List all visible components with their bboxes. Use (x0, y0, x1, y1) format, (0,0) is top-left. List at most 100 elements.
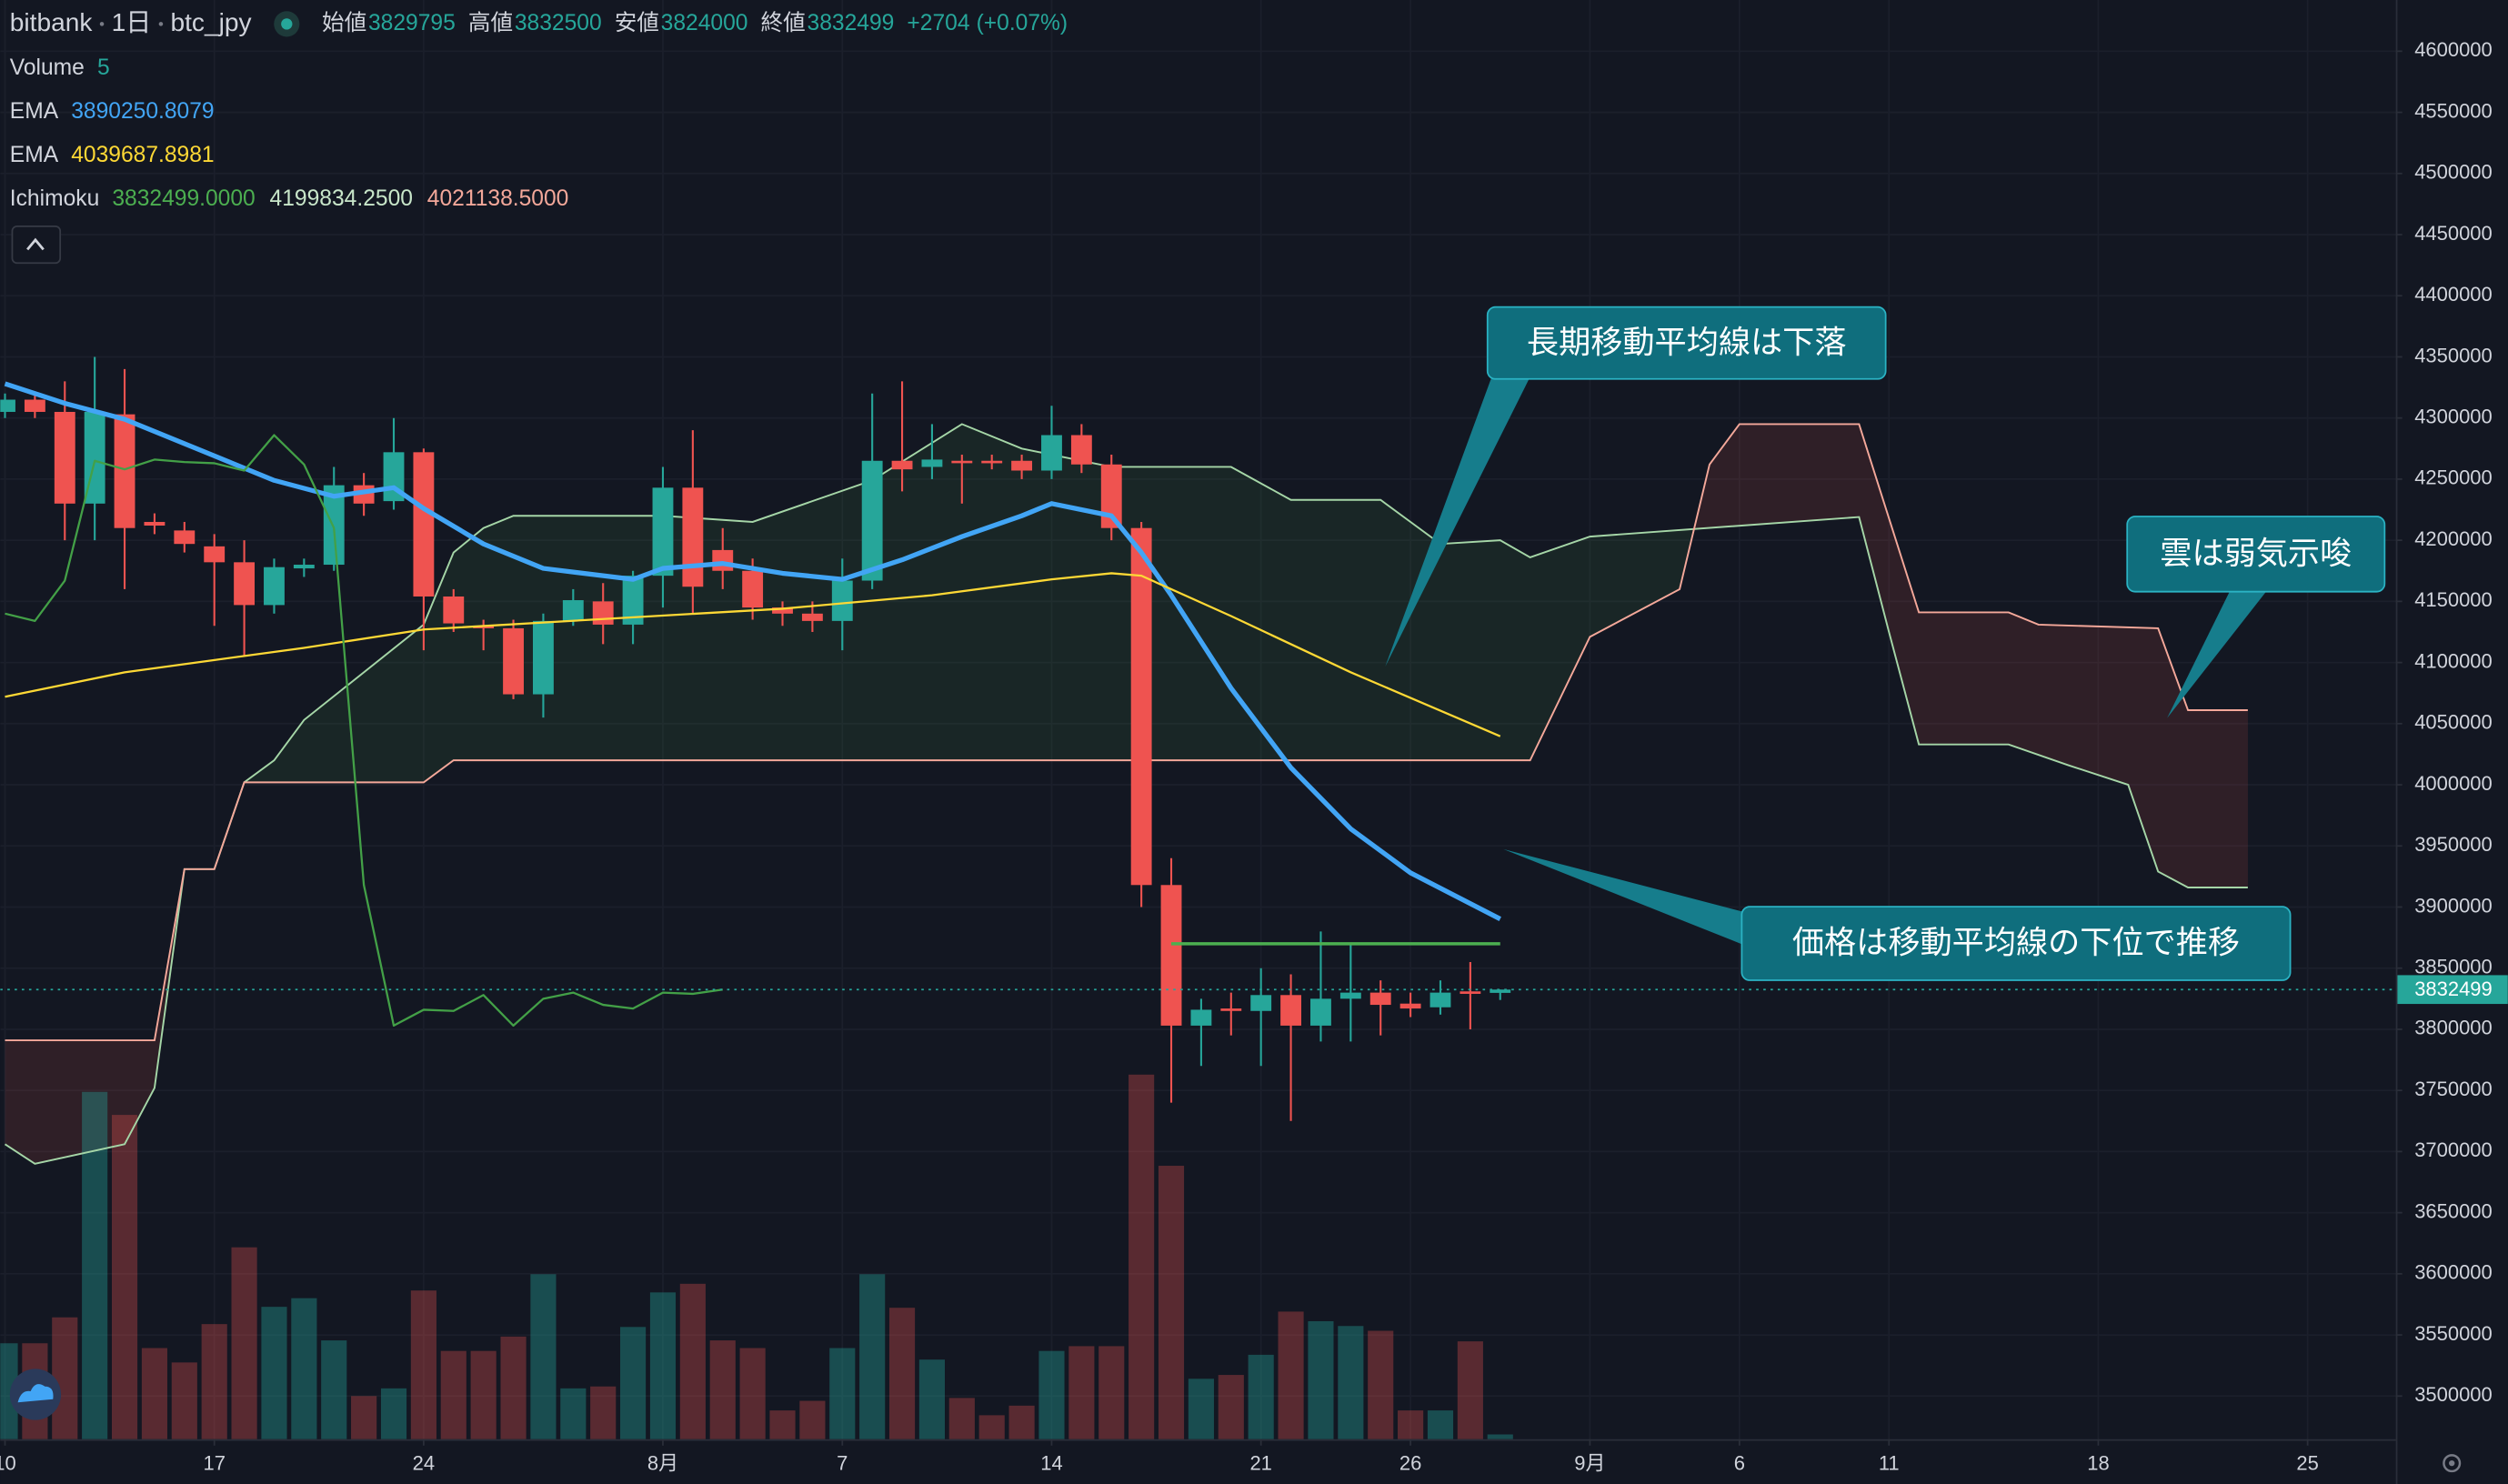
logo-glyph[interactable] (17, 1384, 54, 1403)
volume-bar (590, 1386, 617, 1439)
volume-bar (321, 1340, 347, 1439)
y-tick-label: 3550000 (2414, 1322, 2493, 1345)
y-tick-label: 4500000 (2414, 161, 2493, 184)
volume-bar (171, 1362, 197, 1439)
volume-bar (679, 1283, 706, 1439)
callout-pointer (2167, 585, 2272, 718)
symbol: bitbank (10, 8, 94, 36)
x-tick-label: 11 (1879, 1452, 1900, 1475)
candle-body (1280, 995, 1301, 1026)
y-tick-label: 4250000 (2414, 466, 2493, 489)
indicator-value: 5 (97, 55, 110, 80)
volume-bar (1129, 1074, 1155, 1439)
gear-icon[interactable] (2443, 1454, 2462, 1473)
candle-body (54, 411, 75, 504)
y-tick-label: 3600000 (2414, 1261, 2493, 1284)
volume-bar (918, 1359, 946, 1439)
ohlc-name: 終値 (761, 10, 806, 35)
candle-body (1011, 460, 1033, 471)
candle-body (981, 460, 1003, 464)
y-tick-label: 4050000 (2414, 711, 2493, 734)
cloud-bullish (187, 424, 1695, 869)
volume-bar (1487, 1434, 1513, 1439)
volume-bar (1099, 1346, 1125, 1439)
y-tick-label: 4100000 (2414, 649, 2493, 672)
y-tick-label: 3650000 (2414, 1199, 2493, 1222)
collapse-button-box[interactable] (11, 225, 62, 265)
callout-pointer (1503, 848, 1749, 948)
x-tick-label: 26 (1399, 1452, 1421, 1475)
ohlc-name: 安値 (615, 10, 659, 35)
indicator-name: EMA (10, 143, 59, 167)
volume-bar (1398, 1410, 1424, 1439)
candle-body (0, 399, 15, 412)
candle-body (921, 459, 943, 467)
candle-body (1339, 992, 1361, 999)
candle-body (264, 567, 285, 606)
indicator-name: EMA (10, 99, 59, 124)
market-status-dot (281, 18, 293, 30)
change: +2704 (907, 11, 969, 35)
indicator-name: Ichimoku (10, 186, 99, 211)
y-tick-label: 3850000 (2414, 956, 2493, 978)
candle-body (1460, 991, 1481, 994)
candle-body (592, 601, 614, 625)
pair: btc_jpy (170, 8, 251, 36)
ohlc-name: 始値 (322, 10, 366, 35)
callout-box (1486, 306, 1887, 380)
x-tick-label: 8月 (647, 1452, 678, 1475)
indicator-line (5, 434, 723, 1028)
x-tick-label: 17 (203, 1452, 225, 1475)
y-tick-label: 3500000 (2414, 1383, 2493, 1406)
collapse-icon[interactable] (26, 237, 45, 251)
y-tick-label: 4300000 (2414, 406, 2493, 428)
candle-body (1160, 885, 1182, 1026)
collapse-button[interactable] (11, 225, 62, 265)
volume-bar (1338, 1326, 1364, 1439)
y-tick-label: 3750000 (2414, 1078, 2493, 1100)
gear-center[interactable] (2449, 1459, 2455, 1467)
volume-bar (649, 1292, 677, 1439)
ohlc-value: 3832499 (808, 11, 895, 35)
volume-bar (440, 1350, 466, 1439)
volume-bar (410, 1290, 436, 1439)
indicator-line (4, 381, 1501, 921)
y-tick-label: 4150000 (2414, 588, 2493, 611)
settings-button[interactable] (2443, 1454, 2462, 1473)
volume-bar (111, 1115, 138, 1439)
interval: 1日 (112, 8, 152, 36)
volume-bar (888, 1308, 916, 1439)
candle-body (1041, 435, 1062, 471)
candle-body (831, 580, 853, 621)
candle-body (1100, 464, 1122, 528)
volume-bar (141, 1348, 167, 1439)
volume-bar (709, 1340, 736, 1439)
candle-body (1250, 995, 1272, 1011)
volume-bar (500, 1336, 527, 1439)
volume-bar (1278, 1311, 1304, 1439)
callout-text: 雲は弱気示唆 (2160, 536, 2352, 571)
y-tick-label: 4450000 (2414, 222, 2493, 245)
volume-bar (769, 1410, 796, 1439)
x-tick-label: 9月 (1574, 1452, 1605, 1475)
volume-bar (201, 1324, 227, 1439)
logo[interactable] (9, 1369, 62, 1420)
candle-body (1490, 989, 1511, 993)
candle-body (144, 521, 166, 526)
candle-body (473, 626, 495, 628)
candle-body (1310, 998, 1331, 1026)
candle-body (1430, 992, 1451, 1008)
volume-bar (1308, 1320, 1334, 1439)
volume-bar (948, 1398, 975, 1439)
separator (158, 22, 164, 26)
indicator-value: 3890250.8079 (71, 99, 214, 124)
candle-body (682, 487, 704, 587)
ohlc-value: 3824000 (661, 11, 748, 35)
candle-body (234, 562, 256, 606)
volume-bar (1248, 1354, 1274, 1439)
candle-body (443, 596, 465, 624)
volume-bar (560, 1388, 587, 1439)
volume-bar (620, 1327, 647, 1439)
x-tick-label: 25 (2296, 1452, 2318, 1475)
